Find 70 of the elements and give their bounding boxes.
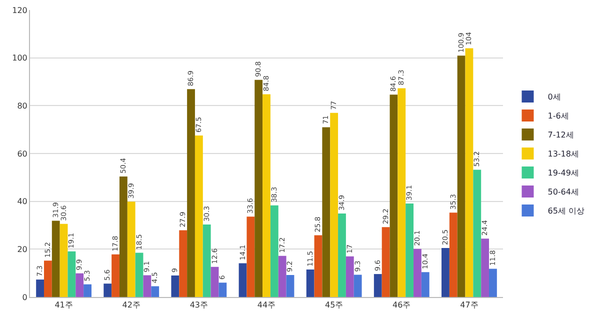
bar: [246, 216, 255, 297]
y-tick-label: 60: [17, 149, 28, 158]
bar: [60, 224, 68, 297]
x-tick-label: 43주: [190, 300, 208, 310]
legend-label: 19-49세: [548, 168, 579, 178]
bar: [398, 88, 406, 297]
bar: [84, 284, 92, 297]
legend-label: 50-64세: [548, 188, 579, 197]
bar: [489, 268, 497, 297]
bar: [322, 127, 330, 297]
bar: [414, 248, 422, 297]
x-tick-label: 45주: [324, 300, 344, 310]
x-tick-label: 42주: [122, 300, 140, 310]
bar: [254, 80, 263, 297]
y-tick-label: 40: [17, 197, 28, 206]
bar: [112, 254, 120, 297]
bar: [262, 94, 270, 297]
bar: [187, 89, 195, 297]
y-tick-label: 0: [22, 292, 28, 302]
x-tick-label: 41주: [54, 300, 73, 310]
bar: [346, 256, 354, 297]
bar: [442, 248, 450, 297]
bar: [406, 203, 414, 297]
bar: [278, 256, 286, 297]
legend-label: 1-6세: [548, 112, 569, 121]
bar: [210, 266, 219, 297]
bar: [194, 136, 203, 297]
bar: [44, 260, 52, 297]
y-tick-label: 80: [17, 101, 28, 110]
bar: [238, 263, 247, 297]
bar: [151, 286, 160, 297]
y-tick-label: 100: [12, 54, 28, 63]
x-tick-label: 44주: [257, 300, 276, 310]
bar: [68, 251, 76, 297]
bar: [338, 214, 346, 297]
bar: [179, 230, 188, 297]
x-tick-label: 46주: [392, 300, 411, 310]
bar: [382, 227, 390, 297]
bar: [374, 274, 382, 297]
bar: [36, 280, 44, 297]
legend-label: 65세 이상: [548, 206, 584, 216]
bar: [119, 176, 128, 297]
bar: [457, 56, 466, 297]
legend-label: 7-12세: [548, 130, 574, 140]
y-tick-label: 20: [17, 244, 28, 254]
legend-label: 13-18세: [548, 150, 579, 159]
bar: [314, 235, 322, 297]
bar: [135, 252, 144, 297]
bar: [465, 48, 474, 297]
bar: [481, 238, 489, 297]
bar: [449, 212, 458, 297]
bar: [76, 273, 84, 297]
bar: [286, 275, 294, 297]
bar: [52, 220, 60, 297]
bar: [421, 272, 430, 297]
bar: [104, 284, 112, 297]
bar: [390, 94, 398, 297]
bar: [143, 275, 152, 297]
bar: [218, 282, 227, 297]
bar: [354, 274, 362, 297]
bar: [473, 170, 482, 297]
bar: [306, 270, 314, 297]
bar: [171, 275, 180, 297]
x-tick-label: 47주: [460, 300, 478, 310]
y-tick-label: 120: [12, 6, 28, 15]
legend-label: 0세: [548, 92, 561, 102]
bar: [270, 205, 278, 297]
bar: [127, 202, 136, 297]
bar: [330, 112, 338, 297]
bar: [202, 224, 211, 297]
